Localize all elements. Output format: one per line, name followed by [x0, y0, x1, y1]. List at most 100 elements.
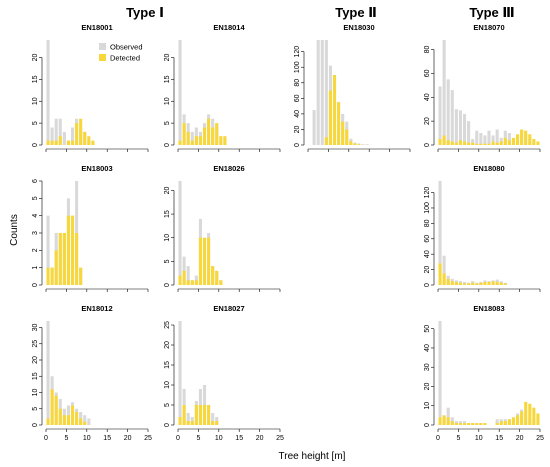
panel-en18001: EN18001 0 5 10 15 20: [32, 23, 149, 152]
observed-bar: [54, 118, 58, 145]
y-tick-label: 10: [164, 234, 171, 242]
detected-bar: [475, 143, 479, 145]
detected-bar: [475, 423, 479, 425]
observed-bar: [438, 181, 442, 285]
observed-bar: [442, 40, 446, 145]
detected-bar: [467, 283, 471, 285]
detected-bar: [442, 135, 446, 145]
y-tick-label: 60: [294, 94, 301, 102]
y-tick-label: 5: [32, 407, 39, 411]
legend-detected-swatch: [99, 54, 106, 61]
detected-bar: [83, 131, 87, 145]
y-tick-label: 5: [32, 121, 39, 125]
observed-bar: [483, 135, 487, 145]
observed-bar: [58, 118, 62, 145]
y-tick-label: 20: [424, 382, 431, 390]
x-tick-label: 0: [44, 435, 48, 442]
observed-bar: [462, 113, 467, 145]
detected-bar: [190, 140, 194, 145]
detected-bar: [491, 281, 495, 285]
detected-bar: [79, 267, 83, 285]
detected-bar: [202, 237, 207, 285]
y-tick-label: 20: [32, 356, 39, 364]
detected-bar: [446, 140, 450, 145]
x-tick-label: 20: [256, 435, 264, 442]
x-tick-label: 15: [495, 435, 503, 442]
detected-bar: [324, 137, 328, 145]
y-tick-label: 20: [164, 341, 171, 349]
y-tick-label: 20: [424, 266, 431, 274]
observed-bar: [446, 79, 450, 145]
observed-bar: [186, 266, 190, 285]
observed-bar: [450, 417, 454, 425]
detected-bar: [499, 141, 503, 145]
panel-title: EN18012: [81, 304, 112, 313]
observed-bar: [467, 121, 471, 145]
observed-bar: [46, 321, 50, 425]
x-tick-label: 10: [475, 435, 483, 442]
detected-bar: [62, 415, 66, 425]
detected-bar: [46, 267, 50, 285]
detected-bar: [479, 282, 483, 285]
detected-bar: [442, 273, 446, 285]
detected-bar: [507, 140, 511, 145]
detected-bar: [483, 423, 487, 425]
y-tick-label: 50: [424, 325, 431, 333]
y-tick-label: 0: [164, 423, 171, 427]
panel-title: EN18083: [473, 304, 504, 313]
detected-bar: [536, 413, 540, 425]
y-tick-label: 5: [32, 196, 39, 200]
observed-bar: [178, 321, 182, 425]
detected-bar: [446, 417, 450, 425]
detected-bar: [536, 141, 540, 145]
observed-bar: [83, 415, 87, 425]
panel-en18070: EN18070 0 20 40 60 80: [424, 23, 541, 152]
y-tick-label: 10: [32, 389, 39, 397]
detected-bar: [79, 118, 83, 145]
detected-bar: [66, 215, 70, 285]
y-tick-label: 15: [164, 361, 171, 369]
y-tick-label: 10: [164, 97, 171, 105]
panels: EN1800105101520EN1801405101520EN18030020…: [32, 23, 544, 442]
panel-title: EN18014: [213, 23, 245, 32]
y-tick-label: 5: [164, 259, 171, 263]
detected-bar: [516, 134, 520, 145]
group-title-type-3: Type Ⅲ: [469, 5, 514, 20]
y-tick-label: 60: [424, 235, 431, 243]
detected-bar: [75, 123, 79, 145]
y-tick-label: 10: [32, 97, 39, 105]
y-tick-label: 15: [32, 372, 39, 380]
x-tick-label: 10: [83, 435, 91, 442]
detected-bar: [471, 142, 475, 145]
detected-bar: [186, 131, 190, 145]
detected-bar: [511, 137, 516, 145]
observed-bar: [312, 110, 316, 145]
detected-bar: [520, 411, 524, 425]
detected-bar: [503, 283, 507, 285]
detected-bar: [58, 408, 62, 425]
detected-bar: [454, 281, 458, 285]
detected-bar: [532, 407, 536, 425]
detected-bar: [190, 280, 194, 285]
detected-bar: [66, 415, 70, 425]
observed-bar: [190, 131, 194, 145]
detected-bar: [182, 270, 186, 285]
detected-bar: [182, 123, 186, 145]
y-tick-label: 0: [294, 143, 301, 147]
observed-bar: [361, 144, 365, 145]
y-tick-label: 80: [424, 46, 431, 54]
panel-en18026: EN18026 0 5 10 15 20: [164, 164, 281, 292]
detected-bar: [54, 140, 58, 145]
panel-en18030: EN18030 0 20 40 60 80 100 120: [294, 23, 411, 152]
y-tick-label: 0: [424, 143, 431, 147]
detected-bar: [499, 421, 503, 425]
y-tick-label: 40: [294, 110, 301, 118]
detected-bar: [190, 421, 194, 425]
detected-bar: [207, 405, 211, 425]
y-tick-label: 25: [32, 340, 39, 348]
detected-bar: [75, 412, 79, 425]
y-tick-label: 15: [32, 75, 39, 83]
y-tick-label: 15: [164, 75, 171, 83]
panel-title: EN18030: [343, 23, 374, 32]
detected-bar: [207, 118, 211, 145]
